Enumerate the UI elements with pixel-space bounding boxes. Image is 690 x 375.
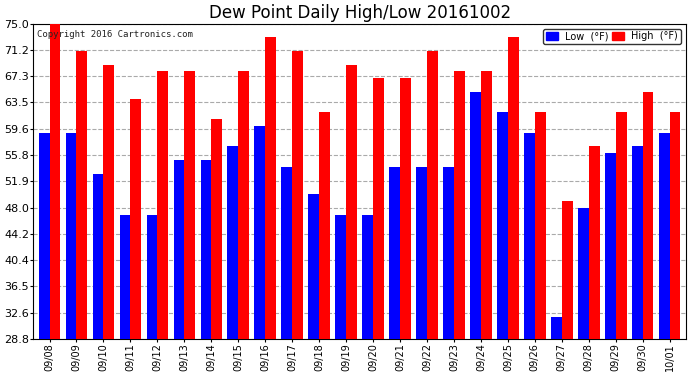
- Bar: [77, 51, 87, 339]
- Bar: [427, 51, 437, 339]
- Bar: [578, 208, 589, 339]
- Bar: [454, 72, 465, 339]
- Bar: [308, 194, 319, 339]
- Bar: [562, 201, 573, 339]
- Bar: [535, 112, 546, 339]
- Bar: [104, 64, 115, 339]
- Bar: [400, 78, 411, 339]
- Bar: [346, 64, 357, 339]
- Bar: [589, 146, 600, 339]
- Bar: [659, 133, 670, 339]
- Bar: [362, 214, 373, 339]
- Bar: [228, 146, 238, 339]
- Bar: [508, 38, 519, 339]
- Bar: [50, 24, 60, 339]
- Bar: [497, 112, 508, 339]
- Bar: [255, 126, 265, 339]
- Bar: [481, 72, 492, 339]
- Bar: [335, 214, 346, 339]
- Bar: [184, 72, 195, 339]
- Title: Dew Point Daily High/Low 20161002: Dew Point Daily High/Low 20161002: [208, 4, 511, 22]
- Text: Copyright 2016 Cartronics.com: Copyright 2016 Cartronics.com: [37, 30, 193, 39]
- Bar: [119, 214, 130, 339]
- Bar: [66, 133, 77, 339]
- Bar: [211, 119, 222, 339]
- Bar: [670, 112, 680, 339]
- Bar: [146, 214, 157, 339]
- Bar: [39, 133, 50, 339]
- Bar: [292, 51, 303, 339]
- Bar: [319, 112, 330, 339]
- Bar: [416, 167, 427, 339]
- Bar: [632, 146, 642, 339]
- Bar: [130, 99, 141, 339]
- Bar: [615, 112, 627, 339]
- Legend: Low  (°F), High  (°F): Low (°F), High (°F): [543, 28, 681, 44]
- Bar: [282, 167, 292, 339]
- Bar: [157, 72, 168, 339]
- Bar: [642, 92, 653, 339]
- Bar: [389, 167, 400, 339]
- Bar: [443, 167, 454, 339]
- Bar: [605, 153, 615, 339]
- Bar: [524, 133, 535, 339]
- Bar: [92, 174, 104, 339]
- Bar: [201, 160, 211, 339]
- Bar: [238, 72, 249, 339]
- Bar: [265, 38, 276, 339]
- Bar: [551, 317, 562, 339]
- Bar: [470, 92, 481, 339]
- Bar: [373, 78, 384, 339]
- Bar: [174, 160, 184, 339]
